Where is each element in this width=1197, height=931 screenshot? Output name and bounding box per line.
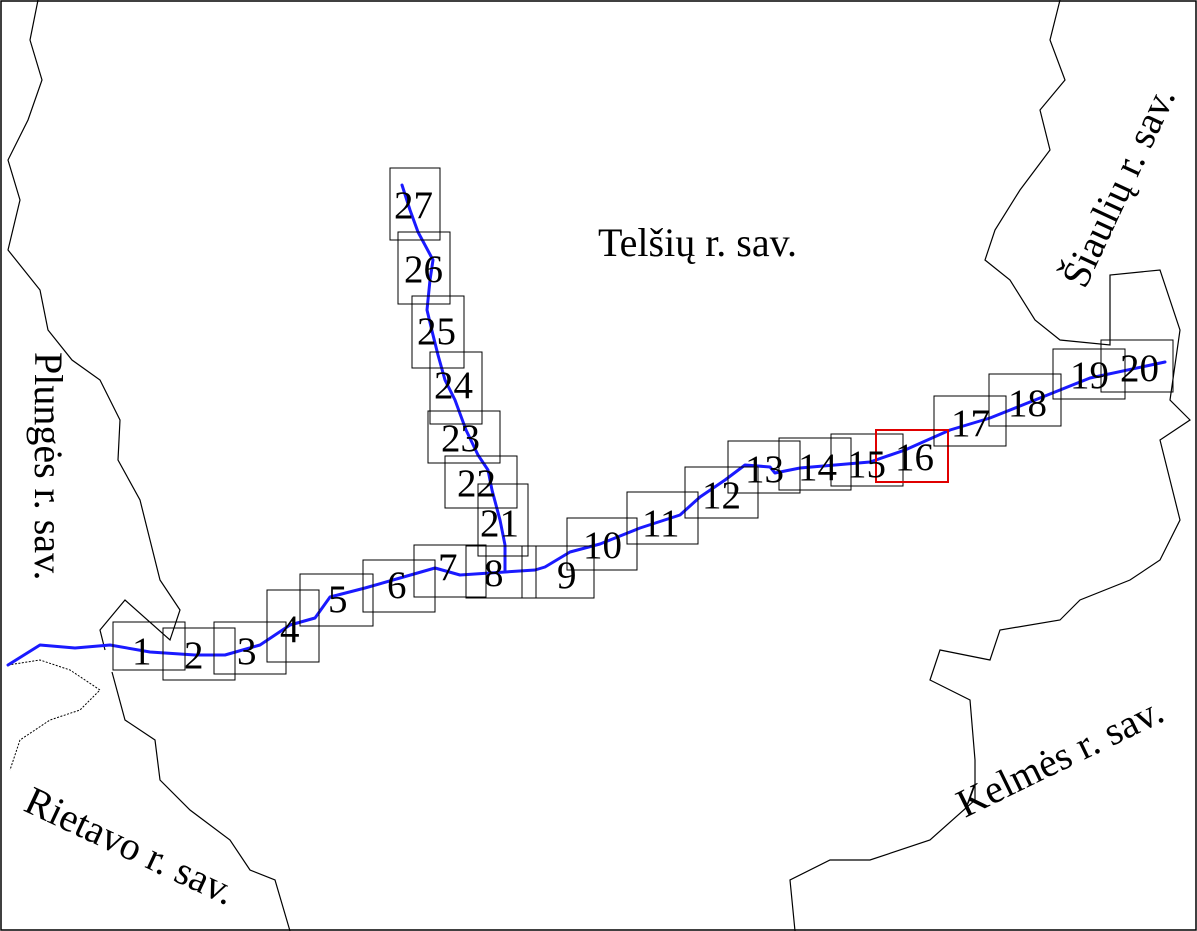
sheet-label-16: 16 (895, 436, 934, 479)
sheet-label-10: 10 (583, 524, 622, 567)
sheet-label-7: 7 (438, 546, 458, 589)
map-sheet-14[interactable] (778, 437, 852, 491)
sheet-label-13: 13 (745, 448, 784, 491)
map-sheet-22[interactable] (444, 455, 518, 509)
sheet-label-19: 19 (1070, 354, 1109, 397)
region-labels: Telšių r. sav. Plungės r. sav. Rietavo r… (18, 80, 1184, 914)
map-sheet-2[interactable] (162, 627, 236, 681)
region-label-plunge: Plungės r. sav. (26, 352, 71, 581)
sheet-label-21: 21 (480, 502, 519, 545)
map-sheet-9[interactable] (521, 545, 595, 599)
sheet-label-1: 1 (132, 630, 152, 673)
sheet-label-12: 12 (702, 474, 741, 517)
map-sheet-6[interactable] (362, 559, 436, 613)
sheet-labels: 1 2 3 4 5 6 7 8 9 10 11 12 13 14 15 16 1… (132, 184, 1159, 677)
plunge-border (7, 0, 181, 651)
sheet-label-2: 2 (184, 634, 204, 677)
map-sheet-26[interactable] (397, 231, 451, 305)
rietavas-border-a (7, 659, 101, 771)
region-label-rietavas: Rietavo r. sav. (18, 777, 242, 913)
sheet-label-6: 6 (387, 564, 407, 607)
map-sheet-3[interactable] (213, 621, 287, 675)
sheet-grid (112, 167, 1174, 681)
sheet-label-25: 25 (417, 310, 456, 353)
sheet-label-17: 17 (951, 402, 990, 445)
rietavas-border-b (111, 671, 291, 931)
map-sheet-1[interactable] (112, 621, 186, 671)
map-sheet-20[interactable] (1100, 339, 1174, 393)
map-sheet-15[interactable] (830, 433, 904, 487)
sheet-label-8: 8 (484, 552, 504, 595)
sheet-label-3: 3 (237, 630, 257, 673)
map-sheet-8[interactable] (465, 545, 537, 599)
map-sheet-19[interactable] (1052, 348, 1126, 400)
map-sheet-13[interactable] (727, 440, 801, 494)
sheet-label-22: 22 (457, 462, 496, 505)
sheet-label-20: 20 (1120, 347, 1159, 390)
river-line (6, 360, 1167, 667)
sheet-label-26: 26 (404, 248, 443, 291)
siauliai-border (789, 0, 1191, 931)
map-sheet-18[interactable] (988, 373, 1062, 427)
sheet-label-4: 4 (280, 608, 300, 651)
sheet-label-23: 23 (441, 417, 480, 460)
map-sheet-7[interactable] (413, 544, 487, 598)
map-sheet-25[interactable] (411, 295, 465, 369)
municipality-borders (7, 0, 1191, 931)
map-sheet-24[interactable] (429, 351, 483, 425)
map-sheet-23[interactable] (427, 410, 501, 464)
region-label-siauliai: Šiaulių r. sav. (1052, 80, 1184, 294)
map-sheet-5[interactable] (299, 573, 374, 627)
sheet-label-14: 14 (798, 446, 837, 489)
region-label-telsiai: Telšių r. sav. (598, 220, 797, 265)
map-sheet-21[interactable] (477, 483, 529, 557)
sheet-label-15: 15 (847, 443, 886, 486)
sheet-label-9: 9 (557, 554, 577, 597)
sheet-label-18: 18 (1008, 382, 1047, 425)
sheet-label-24: 24 (434, 364, 473, 407)
region-label-kelme: Kelmės r. sav. (949, 687, 1170, 826)
sheet-label-27: 27 (394, 184, 433, 227)
sheet-label-5: 5 (328, 578, 348, 621)
sheet-label-11: 11 (642, 502, 680, 545)
map-sheet-17[interactable] (933, 395, 1007, 447)
river-tributary (400, 183, 507, 574)
map-sheet-27[interactable] (389, 167, 441, 241)
map-sheet-16[interactable] (875, 429, 949, 483)
